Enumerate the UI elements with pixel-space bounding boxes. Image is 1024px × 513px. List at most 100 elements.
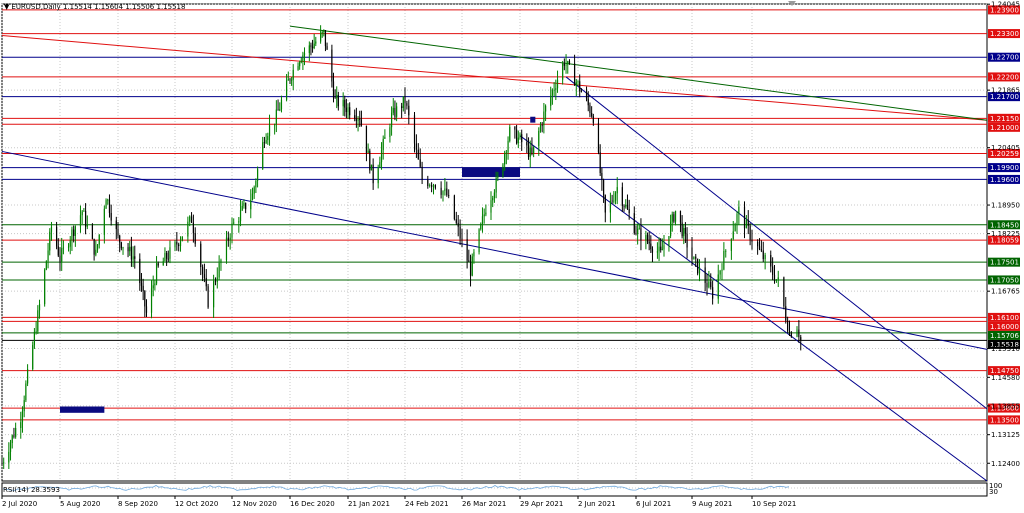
candle-body (157, 263, 159, 266)
candle-body (194, 233, 196, 244)
candle-body (384, 136, 386, 139)
candle-body (129, 246, 131, 252)
candle-body (178, 244, 180, 247)
candle-body (432, 185, 435, 187)
candle-body (671, 214, 673, 222)
candle-body (625, 204, 627, 207)
candle-body (62, 247, 65, 249)
candle-body (616, 187, 618, 194)
level-tag (988, 122, 1020, 132)
candle-body (23, 400, 25, 412)
chart-shift-icon[interactable] (788, 1, 796, 6)
candle-body (256, 168, 259, 181)
candle-body (669, 221, 672, 237)
candle-body (367, 150, 369, 153)
candle-body (427, 179, 429, 186)
level-tag-label: 1.23300 (990, 30, 1019, 38)
candle-body (21, 411, 24, 423)
candle-body (481, 216, 484, 224)
candle-body (743, 206, 746, 229)
level-tag (988, 330, 1020, 340)
rsi-label: RSI(14) 28.3593 (3, 486, 60, 494)
candle-body (589, 105, 591, 114)
y-tick-label: 1.18225 (991, 230, 1020, 238)
symbol-label: EURUSD,Daily (11, 3, 61, 11)
candle-body (61, 248, 63, 262)
candle-body (95, 249, 97, 255)
trendline (1, 150, 988, 350)
x-tick-label: 9 Aug 2021 (692, 500, 732, 508)
zone-box (60, 406, 105, 413)
candle-body (32, 345, 34, 370)
candle-body (98, 234, 100, 245)
candle-body (539, 125, 542, 132)
level-tag-label: 1.13500 (990, 416, 1019, 424)
candle-body (354, 115, 356, 119)
candle-body (127, 247, 129, 252)
candle-body (563, 63, 565, 66)
candle-body (332, 81, 335, 98)
candle-body (417, 149, 419, 160)
candle-body (267, 136, 269, 141)
candle-body (453, 195, 455, 220)
candle-body (323, 30, 325, 32)
candle-body (683, 228, 685, 237)
y-tick-label: 1.18950 (991, 202, 1020, 210)
level-tag-label: 1.17501 (990, 259, 1019, 267)
chart-menu-icon[interactable]: ▼ (4, 3, 10, 11)
candle-body (344, 99, 346, 108)
candle-body (531, 147, 533, 154)
candle-body (218, 263, 220, 278)
candle-body (342, 99, 344, 107)
candle-body (770, 255, 772, 267)
candle-body (783, 277, 785, 307)
candle-body (637, 228, 639, 235)
candle-body (406, 103, 408, 106)
candle-body (45, 261, 47, 270)
candle-body (577, 81, 579, 83)
candle-body (227, 237, 229, 241)
candle-body (533, 146, 535, 154)
rsi-frame (1, 482, 988, 497)
candle-body (396, 106, 398, 117)
candle-body (67, 246, 70, 248)
candle-body (139, 258, 141, 284)
candle-body (372, 164, 374, 184)
candle-body (455, 219, 457, 223)
candle-body (277, 109, 279, 111)
candle-body (757, 241, 759, 247)
candle-body (347, 107, 349, 113)
candle-body (303, 53, 306, 56)
x-tick-label: 29 Apr 2021 (520, 500, 563, 508)
candle-body (200, 243, 202, 267)
candle-body (253, 187, 255, 194)
candle-body (575, 82, 577, 86)
level-tag-label: 1.22200 (990, 73, 1019, 81)
candle-body (760, 248, 762, 251)
candle-body (515, 129, 518, 144)
candle-body (308, 45, 310, 54)
candle-body (550, 95, 552, 106)
candle-body (725, 250, 727, 252)
candle-body (268, 125, 271, 137)
y-tick-label: 1.13855 (991, 402, 1020, 410)
candle-body (613, 200, 615, 202)
candle-body (562, 63, 564, 80)
level-tag-label: 1.21000 (990, 124, 1019, 132)
level-tag-label: 1.15706 (990, 332, 1019, 340)
candle-body (117, 229, 119, 236)
level-tag (988, 403, 1020, 413)
candle-body (587, 98, 589, 106)
candle-body (164, 253, 166, 262)
x-tick-label: 12 Nov 2020 (232, 500, 277, 508)
candle-body (35, 331, 37, 333)
candle-body (55, 226, 58, 247)
candle-body (738, 206, 740, 215)
level-tag (988, 235, 1020, 245)
level-tag (988, 92, 1020, 102)
chart-header: ▼ EURUSD,Daily 1.15514 1.15604 1.15506 1.… (4, 3, 185, 11)
candle-body (790, 332, 792, 337)
x-tick-label: 26 Mar 2021 (462, 500, 506, 508)
candle-body (265, 140, 267, 143)
candle-body (706, 282, 708, 288)
